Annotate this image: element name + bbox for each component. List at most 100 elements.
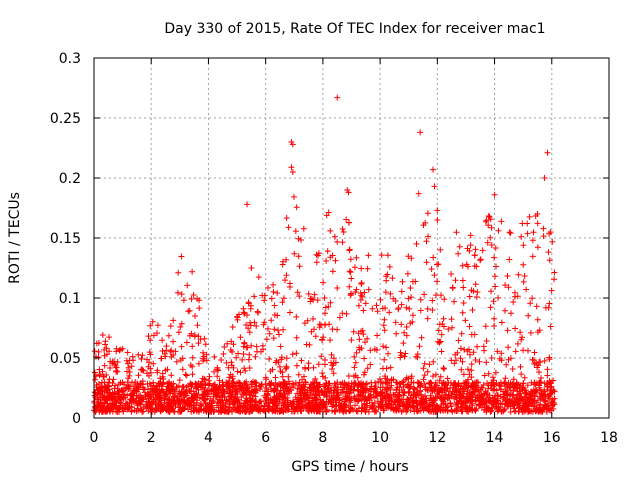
data-point: [339, 310, 346, 317]
data-point: [288, 164, 295, 171]
data-point: [95, 396, 102, 403]
data-point: [403, 324, 410, 330]
data-point: [520, 397, 527, 404]
data-point: [518, 233, 525, 240]
data-point: [482, 388, 489, 395]
data-point: [172, 392, 179, 399]
data-point: [465, 263, 471, 270]
data-point: [514, 388, 521, 395]
data-point: [125, 364, 132, 371]
data-point: [188, 408, 195, 415]
data-point: [449, 324, 455, 331]
data-point: [396, 402, 403, 408]
data-point: [161, 392, 168, 399]
data-point: [417, 388, 424, 395]
data-point: [404, 396, 411, 403]
data-point: [154, 322, 161, 329]
data-point: [288, 387, 295, 394]
data-point: [485, 394, 491, 401]
data-point: [451, 360, 458, 367]
data-point: [478, 393, 485, 399]
data-point: [234, 314, 241, 321]
data-point: [220, 351, 227, 357]
y-axis-label: ROTI / TECUs: [7, 192, 23, 284]
data-point: [459, 309, 466, 316]
data-point: [296, 293, 303, 300]
data-point: [417, 296, 424, 303]
data-point: [495, 294, 502, 301]
data-point: [175, 404, 182, 411]
data-point: [373, 302, 380, 309]
data-point: [442, 380, 449, 387]
data-point: [126, 400, 133, 407]
data-point: [327, 227, 334, 234]
data-point: [468, 374, 475, 381]
data-point: [93, 340, 100, 347]
data-point: [135, 351, 142, 358]
data-point: [343, 216, 350, 223]
data-point: [480, 381, 487, 388]
data-point: [404, 382, 411, 389]
data-point: [276, 381, 283, 387]
data-point: [399, 278, 406, 285]
data-point: [283, 364, 290, 371]
data-point: [361, 401, 368, 408]
data-point: [385, 402, 392, 409]
data-point: [519, 220, 526, 227]
data-point: [289, 351, 296, 358]
data-point: [310, 385, 317, 392]
data-point: [424, 368, 431, 375]
data-point: [271, 326, 278, 333]
data-point: [210, 398, 217, 405]
data-point: [460, 371, 467, 378]
data-point: [280, 326, 287, 333]
data-point: [270, 395, 277, 402]
data-point: [515, 271, 522, 278]
data-point: [386, 309, 393, 316]
data-point: [505, 356, 512, 363]
data-point: [339, 226, 346, 232]
data-point: [130, 390, 137, 396]
data-point: [504, 392, 511, 399]
data-point: [315, 361, 322, 368]
data-point: [95, 387, 102, 394]
data-point: [460, 300, 467, 306]
data-point: [347, 256, 354, 263]
data-point: [507, 409, 514, 415]
data-point: [305, 360, 312, 367]
data-point: [305, 290, 312, 297]
data-point: [459, 408, 466, 415]
data-point: [479, 247, 486, 254]
data-point: [371, 346, 378, 353]
data-point: [275, 327, 281, 334]
data-point: [424, 386, 431, 393]
data-point: [488, 224, 495, 231]
data-point: [125, 383, 132, 390]
data-point: [195, 360, 202, 367]
data-point: [146, 359, 153, 366]
data-point: [107, 406, 113, 413]
data-point: [318, 402, 325, 409]
x-tick-labels: 0 2 4 6 8 10 12 14 16 18: [90, 430, 618, 446]
data-point: [252, 353, 259, 360]
data-point: [348, 290, 355, 297]
data-point: [390, 295, 397, 302]
data-point: [482, 323, 489, 330]
data-point: [139, 352, 146, 359]
data-point: [298, 357, 305, 364]
data-point: [220, 390, 227, 397]
data-point: [343, 388, 350, 395]
data-point: [147, 337, 154, 344]
data-point: [336, 407, 343, 414]
data-point: [437, 387, 444, 394]
data-point: [355, 302, 362, 309]
data-point: [165, 407, 172, 414]
data-point: [546, 356, 553, 363]
data-point: [364, 265, 371, 272]
data-point: [269, 366, 276, 373]
data-point: [226, 396, 233, 403]
data-point: [467, 232, 474, 239]
data-point: [388, 377, 395, 384]
data-point: [323, 408, 330, 415]
data-point: [412, 278, 419, 285]
